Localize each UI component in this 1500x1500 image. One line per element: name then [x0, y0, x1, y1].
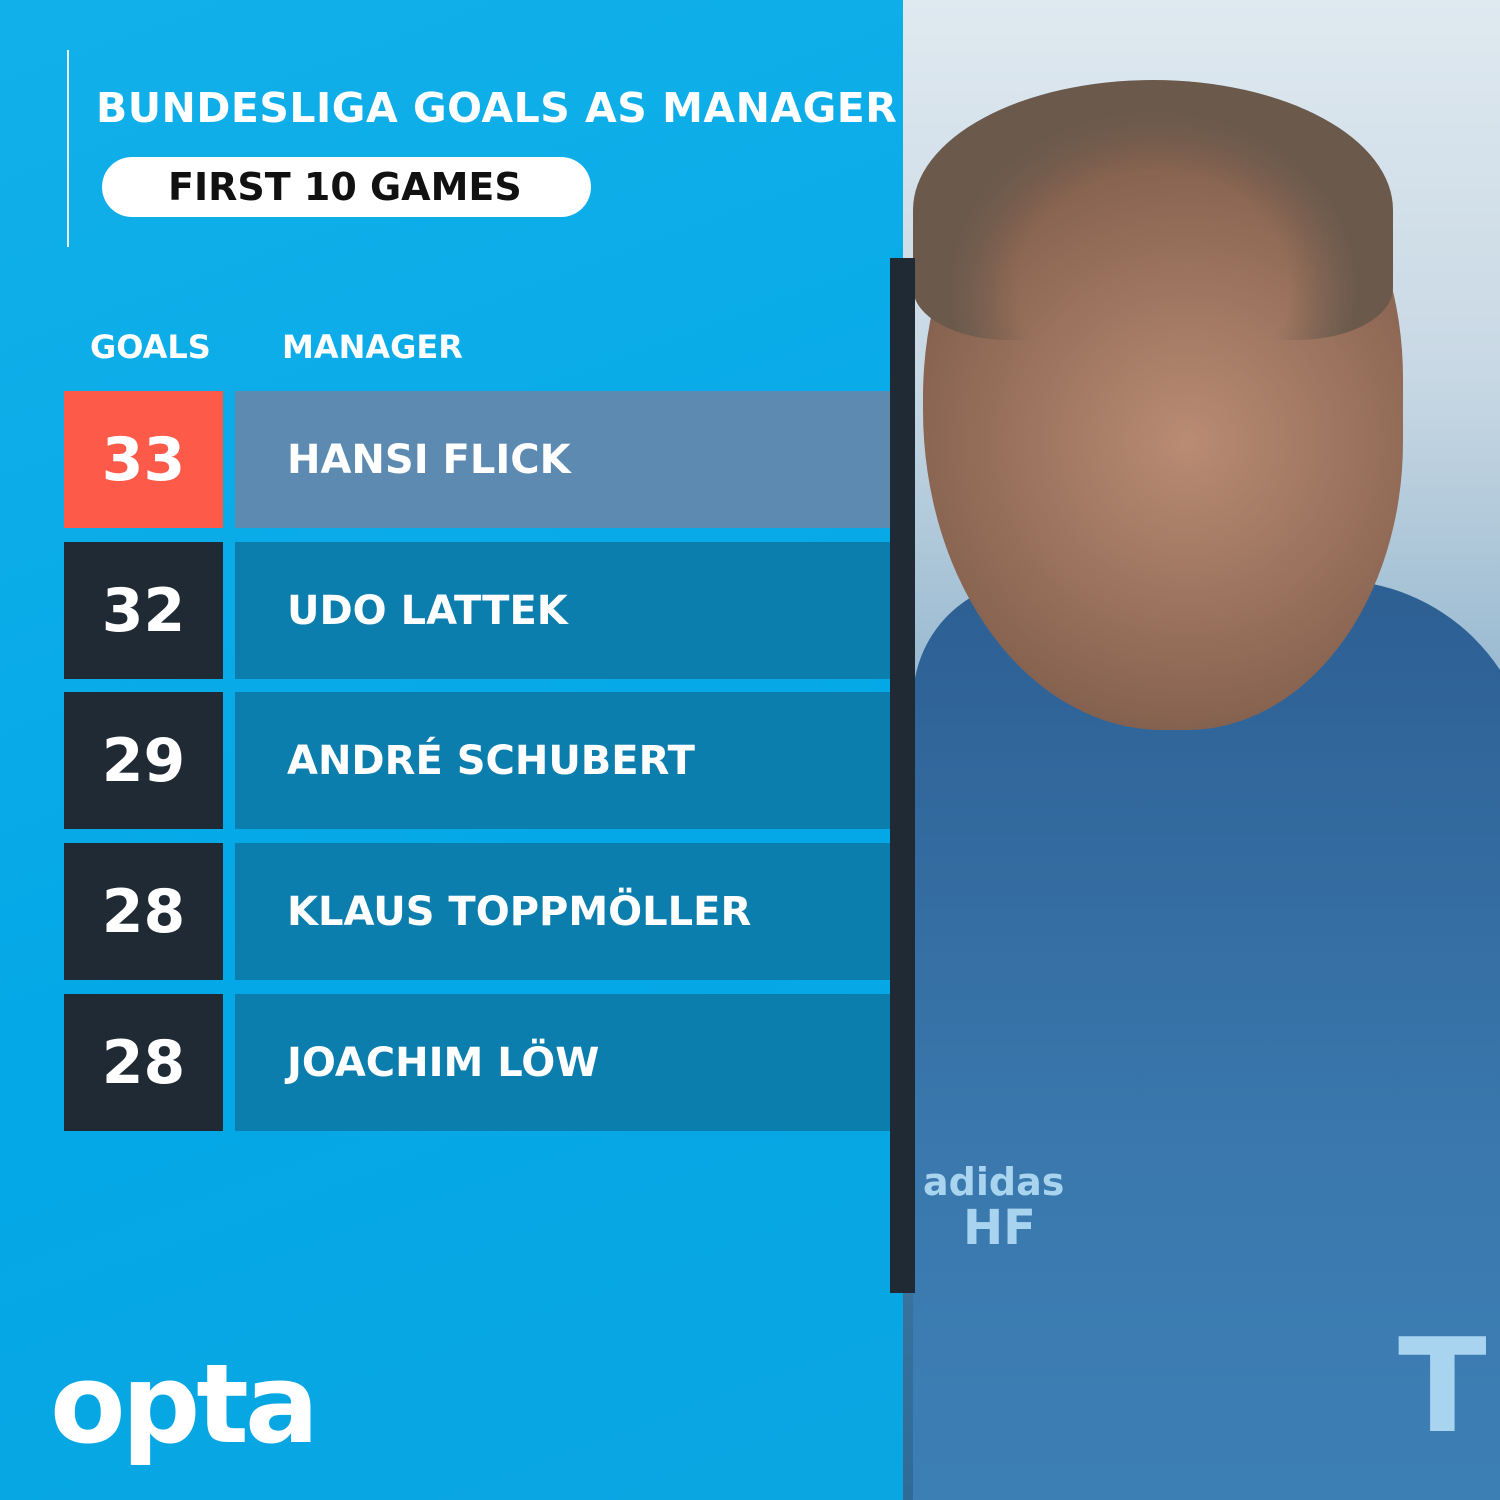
jacket-initials: HF [963, 1200, 1036, 1256]
jacket-brand-logo: adidas [923, 1160, 1065, 1204]
title-accent-line [67, 50, 69, 247]
goals-value: 28 [64, 843, 223, 980]
column-header-goals: GOALS [90, 328, 211, 366]
goals-value: 32 [64, 542, 223, 679]
manager-name: HANSI FLICK [235, 391, 890, 528]
chart-subtitle: FIRST 10 GAMES [168, 165, 522, 209]
table-row: 28 KLAUS TOPPMÖLLER [64, 843, 890, 980]
manager-name: KLAUS TOPPMÖLLER [235, 843, 890, 980]
subtitle-pill: FIRST 10 GAMES [102, 157, 591, 217]
manager-name: ANDRÉ SCHUBERT [235, 692, 890, 829]
table-row: 33 HANSI FLICK [64, 391, 890, 528]
table-row: 28 JOACHIM LÖW [64, 994, 890, 1131]
sponsor-logo: T [1398, 1310, 1487, 1462]
jacket-shape [913, 580, 1500, 1500]
table-row: 29 ANDRÉ SCHUBERT [64, 692, 890, 829]
opta-logo: opta [50, 1340, 319, 1468]
column-header-manager: MANAGER [282, 328, 463, 366]
goals-value: 29 [64, 692, 223, 829]
hair-shape [913, 80, 1393, 340]
manager-name: JOACHIM LÖW [235, 994, 890, 1131]
table-row: 32 UDO LATTEK [64, 542, 890, 679]
goals-value: 28 [64, 994, 223, 1131]
goals-value: 33 [64, 391, 223, 528]
chart-title: BUNDESLIGA GOALS AS MANAGER [96, 84, 898, 132]
divider-bar [890, 258, 915, 1293]
manager-photo: adidas HF T [903, 0, 1500, 1500]
manager-name: UDO LATTEK [235, 542, 890, 679]
